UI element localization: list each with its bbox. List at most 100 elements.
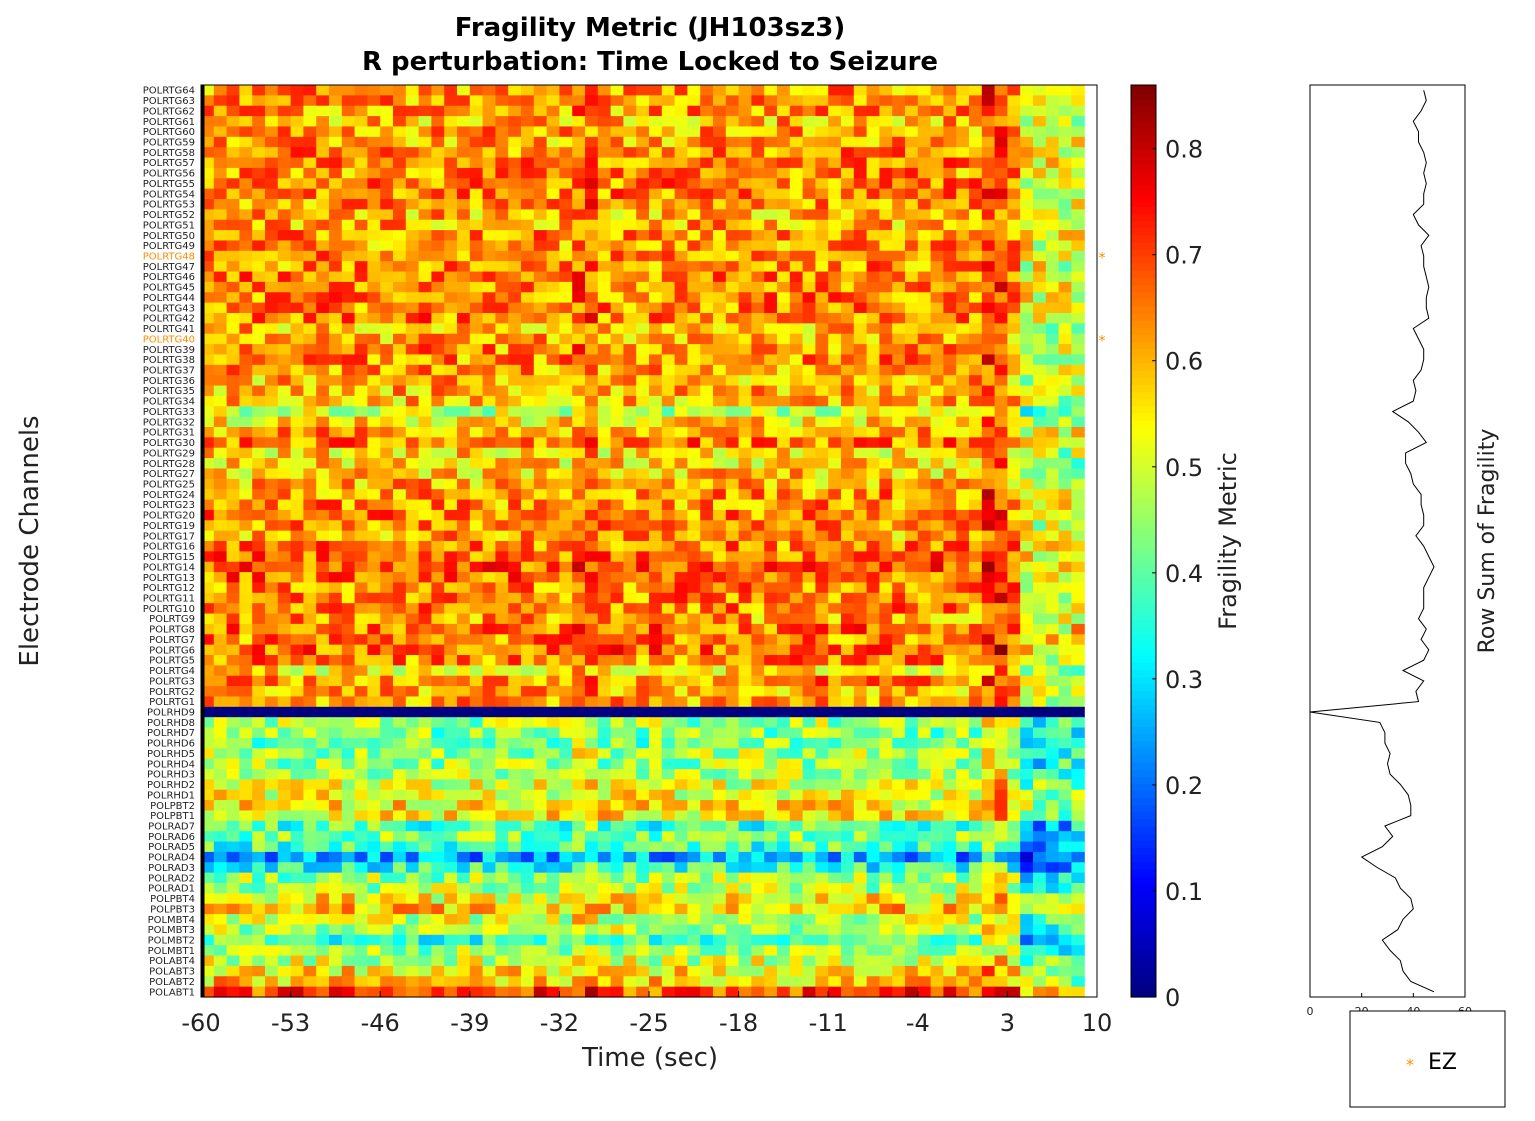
heatmap-cell bbox=[329, 209, 343, 221]
heatmap-cell bbox=[789, 354, 804, 366]
heatmap-cell bbox=[405, 727, 420, 739]
heatmap-cell bbox=[738, 737, 752, 749]
heatmap-cell bbox=[879, 199, 893, 210]
heatmap-cell bbox=[341, 478, 356, 490]
heatmap-cell bbox=[521, 209, 535, 221]
heatmap-cell bbox=[546, 541, 560, 552]
heatmap-cell bbox=[892, 333, 906, 345]
heatmap-cell bbox=[431, 437, 445, 449]
heatmap-cell bbox=[930, 188, 944, 200]
heatmap-cell bbox=[277, 572, 292, 584]
heatmap-cell bbox=[700, 530, 714, 542]
heatmap-cell bbox=[981, 520, 996, 532]
heatmap-cell bbox=[226, 395, 240, 407]
heatmap-cell bbox=[956, 530, 970, 542]
heatmap-cell bbox=[521, 468, 535, 480]
heatmap-cell bbox=[546, 561, 560, 573]
heatmap-cell bbox=[585, 323, 599, 335]
heatmap-cell bbox=[789, 779, 804, 791]
heatmap-cell bbox=[393, 385, 407, 397]
heatmap-cell bbox=[418, 406, 432, 418]
heatmap-cell bbox=[457, 727, 471, 739]
heatmap-cell bbox=[495, 416, 509, 428]
heatmap-cell bbox=[661, 748, 676, 760]
heatmap-cell bbox=[661, 323, 676, 335]
heatmap-cell bbox=[610, 116, 624, 128]
heatmap-cell bbox=[482, 219, 496, 231]
heatmap-cell bbox=[930, 789, 944, 801]
heatmap-cell bbox=[572, 157, 586, 169]
heatmap-cell bbox=[495, 230, 509, 242]
heatmap-cell bbox=[841, 520, 855, 532]
heatmap-cell bbox=[533, 281, 548, 293]
heatmap-cell bbox=[853, 779, 868, 791]
heatmap-cell bbox=[649, 603, 663, 615]
heatmap-cell bbox=[316, 769, 330, 780]
heatmap-cell bbox=[1071, 323, 1085, 335]
heatmap-cell bbox=[329, 779, 343, 791]
heatmap-cell bbox=[623, 478, 637, 490]
heatmap-cell bbox=[1071, 489, 1085, 501]
heatmap-cell bbox=[841, 758, 855, 770]
heatmap-cell bbox=[1058, 737, 1072, 749]
heatmap-cell bbox=[636, 395, 650, 407]
heatmap-cell bbox=[508, 95, 522, 107]
heatmap-cell bbox=[495, 769, 509, 780]
heatmap-cell bbox=[380, 447, 394, 459]
heatmap-cell bbox=[265, 313, 279, 324]
heatmap-cell bbox=[930, 737, 944, 749]
heatmap-cell bbox=[943, 706, 957, 718]
heatmap-cell bbox=[661, 136, 676, 148]
heatmap-cell bbox=[994, 655, 1008, 666]
heatmap-cell bbox=[892, 447, 906, 459]
heatmap-cell bbox=[623, 530, 637, 542]
heatmap-cell bbox=[725, 582, 740, 594]
heatmap-cell bbox=[329, 623, 343, 635]
heatmap-cell bbox=[661, 437, 676, 449]
heatmap-cell bbox=[265, 810, 279, 822]
heatmap-cell bbox=[303, 230, 317, 242]
heatmap-cell bbox=[994, 219, 1008, 231]
heatmap-cell bbox=[1007, 395, 1021, 407]
heatmap-cell bbox=[533, 105, 548, 117]
heatmap-cell bbox=[572, 706, 586, 718]
heatmap-cell bbox=[687, 769, 701, 780]
heatmap-cell bbox=[1071, 313, 1085, 324]
heatmap-cell bbox=[623, 147, 637, 159]
heatmap-cell bbox=[1007, 240, 1021, 252]
heatmap-cell bbox=[597, 582, 612, 594]
heatmap-cell bbox=[713, 665, 727, 677]
heatmap-cell bbox=[290, 789, 304, 801]
heatmap-cell bbox=[943, 520, 957, 532]
heatmap-cell bbox=[687, 427, 701, 438]
heatmap-cell bbox=[533, 188, 548, 200]
heatmap-cell bbox=[533, 458, 548, 470]
heatmap-cell bbox=[316, 665, 330, 677]
heatmap-cell bbox=[994, 478, 1008, 490]
heatmap-cell bbox=[905, 458, 919, 470]
heatmap-cell bbox=[239, 820, 253, 832]
heatmap-cell bbox=[661, 230, 676, 242]
heatmap-cell bbox=[329, 105, 343, 117]
heatmap-cell bbox=[290, 136, 304, 148]
heatmap-cell bbox=[994, 385, 1008, 397]
heatmap-cell bbox=[495, 592, 509, 604]
heatmap-cell bbox=[265, 261, 279, 273]
heatmap-cell bbox=[226, 230, 240, 242]
heatmap-cell bbox=[956, 375, 970, 387]
heatmap-cell bbox=[777, 219, 791, 231]
heatmap-cell bbox=[751, 105, 765, 117]
heatmap-cell bbox=[777, 261, 791, 273]
heatmap-cell bbox=[444, 478, 458, 490]
heatmap-cell bbox=[1058, 551, 1072, 563]
heatmap-cell bbox=[239, 509, 253, 521]
heatmap-cell bbox=[559, 344, 573, 356]
heatmap-cell bbox=[418, 779, 432, 791]
heatmap-cell bbox=[994, 85, 1008, 96]
heatmap-cell bbox=[393, 116, 407, 128]
heatmap-cell bbox=[994, 789, 1008, 801]
heatmap-cell bbox=[1020, 623, 1034, 635]
heatmap-cell bbox=[303, 478, 317, 490]
heatmap-cell bbox=[597, 437, 612, 449]
heatmap-cell bbox=[521, 313, 535, 324]
